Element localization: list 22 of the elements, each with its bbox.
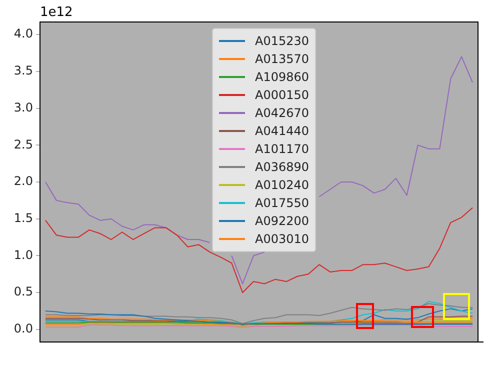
text: 1e12 — [40, 4, 73, 20]
legend-label: A109860 — [255, 70, 310, 84]
legend-label: A013570 — [255, 52, 310, 66]
legend-label: A101170 — [255, 142, 310, 156]
y-tick-label: 3.0 — [14, 100, 33, 114]
legend-label: A015230 — [255, 34, 310, 48]
legend-label: A092200 — [255, 214, 310, 228]
legend-label: A036890 — [255, 160, 310, 174]
y-tick-label: 4.0 — [14, 26, 33, 41]
y-tick-label: 0.5 — [14, 284, 33, 299]
legend-label: A017550 — [255, 196, 310, 210]
legend-label: A010240 — [255, 178, 310, 192]
y-tick-label: 3.5 — [14, 64, 33, 78]
y-tick-label: 1.5 — [14, 210, 33, 225]
legend-label: A003010 — [255, 232, 310, 246]
legend-label: A041440 — [255, 124, 310, 138]
y-tick-label: 2.5 — [14, 137, 33, 152]
y-tick-label: 2.0 — [14, 174, 33, 188]
y-tick-label: 1.0 — [14, 248, 33, 262]
y-tick-label: 0.0 — [14, 322, 33, 336]
legend-label: A000150 — [255, 88, 310, 102]
legend-label: A042670 — [255, 106, 310, 120]
